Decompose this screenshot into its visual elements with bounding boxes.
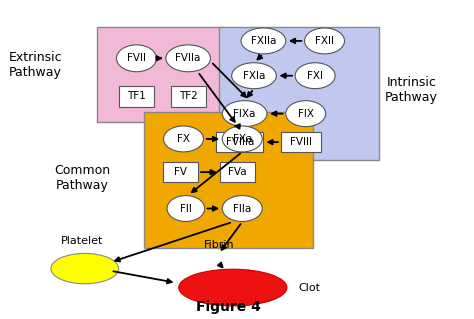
Text: Clot: Clot bbox=[299, 283, 321, 293]
Text: FVa: FVa bbox=[228, 167, 247, 177]
Text: FIX: FIX bbox=[298, 109, 314, 119]
Text: Fibrin: Fibrin bbox=[203, 240, 234, 250]
FancyBboxPatch shape bbox=[163, 162, 198, 182]
FancyBboxPatch shape bbox=[119, 86, 154, 107]
Text: FIXa: FIXa bbox=[233, 109, 256, 119]
Text: Platelet: Platelet bbox=[61, 236, 104, 246]
Text: Figure 4: Figure 4 bbox=[196, 300, 261, 314]
FancyBboxPatch shape bbox=[97, 27, 223, 122]
FancyBboxPatch shape bbox=[144, 112, 313, 248]
Text: TF2: TF2 bbox=[179, 91, 198, 101]
Ellipse shape bbox=[222, 101, 267, 127]
Text: FXIa: FXIa bbox=[243, 71, 265, 81]
Text: FVII: FVII bbox=[127, 53, 146, 63]
Text: FIIa: FIIa bbox=[233, 204, 251, 213]
Ellipse shape bbox=[179, 269, 287, 306]
Ellipse shape bbox=[241, 28, 286, 54]
Text: FVIIIa: FVIIIa bbox=[226, 137, 254, 147]
Text: FII: FII bbox=[180, 204, 192, 213]
FancyBboxPatch shape bbox=[171, 86, 206, 107]
FancyBboxPatch shape bbox=[219, 27, 379, 160]
Ellipse shape bbox=[304, 28, 345, 54]
Ellipse shape bbox=[164, 126, 203, 152]
Text: FX: FX bbox=[177, 134, 190, 144]
Text: FVIIa: FVIIa bbox=[175, 53, 201, 63]
Text: Common
Pathway: Common Pathway bbox=[55, 165, 110, 192]
Ellipse shape bbox=[51, 253, 118, 284]
Ellipse shape bbox=[295, 63, 335, 89]
Text: TF1: TF1 bbox=[127, 91, 146, 101]
Text: FXa: FXa bbox=[233, 134, 252, 144]
Ellipse shape bbox=[222, 126, 262, 152]
FancyBboxPatch shape bbox=[220, 162, 255, 182]
Text: FXI: FXI bbox=[307, 71, 323, 81]
FancyBboxPatch shape bbox=[217, 132, 264, 152]
Ellipse shape bbox=[286, 101, 326, 127]
Text: Intrinsic
Pathway: Intrinsic Pathway bbox=[385, 76, 438, 104]
Ellipse shape bbox=[167, 196, 205, 221]
Text: Extrinsic
Pathway: Extrinsic Pathway bbox=[9, 51, 62, 78]
Ellipse shape bbox=[222, 196, 262, 221]
Ellipse shape bbox=[117, 45, 156, 72]
Text: FV: FV bbox=[173, 167, 187, 177]
Text: FVIII: FVIII bbox=[290, 137, 312, 147]
Text: FXII: FXII bbox=[315, 36, 334, 46]
Text: FXIIa: FXIIa bbox=[251, 36, 276, 46]
Ellipse shape bbox=[166, 45, 210, 72]
FancyBboxPatch shape bbox=[281, 132, 321, 152]
Ellipse shape bbox=[232, 63, 276, 89]
